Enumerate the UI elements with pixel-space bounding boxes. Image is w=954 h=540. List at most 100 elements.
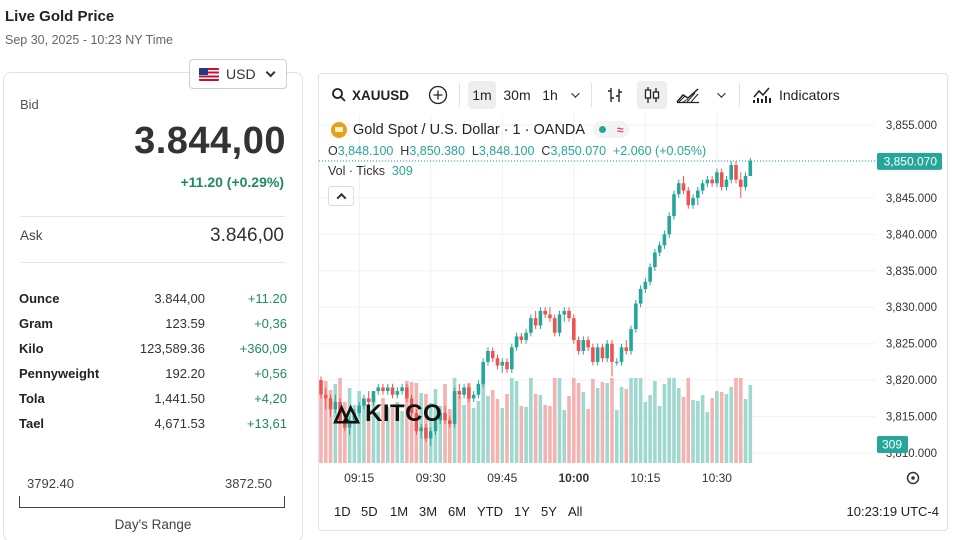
candle — [643, 281, 648, 289]
candle — [467, 387, 471, 399]
unit-change: +11.20 — [247, 291, 287, 306]
compare-button[interactable] — [423, 81, 453, 109]
symbol-search[interactable]: XAUUSD — [327, 81, 411, 109]
interval-dropdown[interactable] — [565, 81, 583, 109]
range-3m[interactable]: 3M — [419, 504, 438, 519]
volume-bar — [524, 407, 528, 463]
days-range-high: 3872.50 — [225, 476, 272, 491]
volume-bar — [705, 412, 710, 463]
volume-bar — [572, 378, 576, 463]
indicators-label: Indicators — [779, 87, 840, 103]
volume-label: Vol · Ticks — [328, 164, 385, 178]
volume-bar — [576, 383, 581, 463]
market-open-dot-icon — [598, 126, 606, 133]
time-axis-label: 09:45 — [487, 471, 517, 485]
price-axis-label: 3,830.000 — [886, 302, 937, 314]
unit-price: 123,589.36 — [139, 341, 205, 356]
candle — [748, 160, 753, 176]
candle — [400, 387, 404, 392]
range-ytd[interactable]: YTD — [477, 504, 503, 519]
price-panel — [3, 72, 303, 540]
price-axis-label: 3,845.000 — [886, 193, 937, 205]
search-icon — [332, 88, 346, 102]
candle — [734, 165, 738, 180]
volume-bar — [471, 408, 476, 463]
table-row: Gram 123.59 +0,36 — [19, 314, 287, 339]
volume-bar — [328, 390, 333, 463]
ohlc-values: O3,848.100 H3,850.380 L3,848.100 C3,850.… — [328, 144, 706, 158]
candle — [505, 361, 509, 370]
candle — [681, 183, 686, 191]
unit-change: +4,20 — [254, 391, 287, 406]
range-all[interactable]: All — [568, 504, 583, 519]
bid-value: 3.844,00 — [134, 120, 286, 162]
volume-bar — [648, 395, 652, 463]
candle — [557, 314, 562, 333]
candle — [586, 340, 590, 348]
candle — [409, 398, 414, 413]
ohlc-close-label: C — [541, 144, 551, 158]
market-status-pill[interactable]: ≈ — [593, 121, 630, 138]
area-style-button[interactable] — [673, 81, 703, 109]
range-5d[interactable]: 5D — [361, 504, 378, 519]
candle — [700, 183, 705, 191]
volume-bar — [629, 378, 633, 463]
volume-bar — [724, 394, 729, 463]
range-5y[interactable]: 5Y — [541, 504, 557, 519]
candle — [653, 252, 657, 268]
volume-bar — [352, 405, 357, 463]
range-1m[interactable]: 1M — [390, 504, 409, 519]
ask-value: 3.846,00 — [210, 225, 284, 246]
price-chart[interactable]: 3,855.0003,850.0003,845.0003,840.0003,83… — [319, 114, 948, 499]
candle — [548, 314, 552, 319]
chart-clock[interactable]: 10:23:19 UTC-4 — [846, 504, 940, 519]
volume-value: 309 — [391, 164, 413, 178]
candle — [738, 179, 743, 187]
volume-bar — [381, 398, 385, 463]
volume-bar — [557, 378, 562, 463]
indicators-button[interactable]: Indicators — [747, 81, 847, 109]
volume-bar — [567, 396, 571, 463]
delay-wave-icon: ≈ — [616, 122, 624, 137]
candle — [576, 340, 581, 351]
volume-bar — [624, 389, 629, 463]
settings-icon[interactable] — [906, 471, 920, 485]
range-6m[interactable]: 6M — [448, 504, 467, 519]
candle — [562, 310, 567, 315]
candle — [362, 398, 366, 406]
volume-bar — [343, 402, 347, 463]
candles-style-button[interactable] — [637, 81, 667, 109]
ohlc-high-label: H — [400, 144, 410, 158]
currency-select[interactable]: USD — [189, 59, 287, 89]
chevron-down-icon — [571, 89, 580, 98]
collapse-legend-button[interactable] — [328, 186, 354, 206]
bar-style-button[interactable] — [601, 81, 629, 109]
price-axis-label: 3,840.000 — [886, 229, 937, 241]
interval-1h[interactable]: 1h — [542, 87, 558, 103]
candle — [328, 398, 333, 410]
candle — [715, 172, 719, 184]
candle — [605, 343, 609, 359]
candle — [600, 347, 605, 359]
candle — [614, 361, 619, 363]
volume-bar — [605, 383, 609, 463]
chevron-down-icon — [265, 66, 276, 77]
unit-change: +360,09 — [239, 341, 287, 356]
volume-bar — [538, 395, 543, 463]
range-1y[interactable]: 1Y — [514, 504, 530, 519]
chart-type-dropdown[interactable] — [711, 81, 729, 109]
volume-bar — [653, 381, 657, 463]
bid-label: Bid — [20, 97, 39, 112]
bars-icon — [608, 88, 622, 102]
volume-bar — [595, 388, 600, 463]
candle — [524, 332, 528, 341]
interval-1m[interactable]: 1m — [468, 81, 496, 109]
volume-bar — [533, 394, 538, 463]
interval-30m[interactable]: 30m — [503, 87, 531, 103]
volume-bar — [495, 399, 500, 463]
candle — [619, 347, 624, 362]
range-1d[interactable]: 1D — [334, 504, 351, 519]
volume-bar — [748, 385, 753, 463]
unit-name: Kilo — [19, 341, 44, 356]
price-axis-label: 3,820.000 — [886, 375, 937, 387]
